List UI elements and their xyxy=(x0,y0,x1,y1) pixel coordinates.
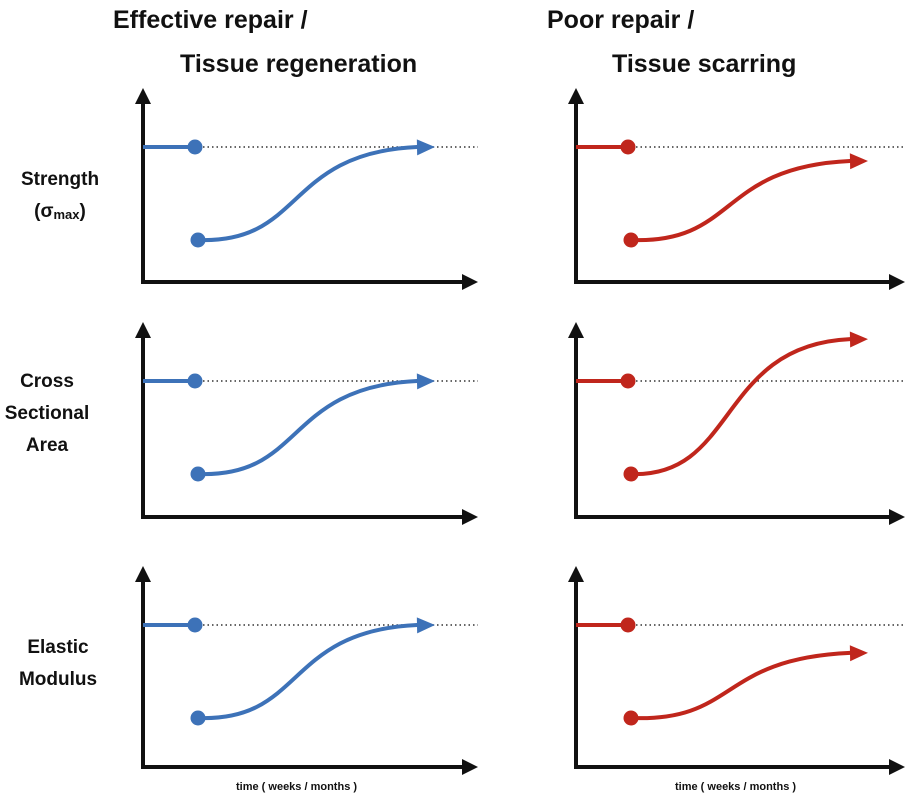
effective-row2-y-axis-arrowhead xyxy=(135,322,151,338)
poor-row3-injury-dot xyxy=(623,710,639,726)
effective-row1-recovery-curve xyxy=(196,145,419,243)
row-label-line: Cross xyxy=(20,371,74,392)
x-axis-label-effective: time ( weeks / months ) xyxy=(236,781,358,793)
poor-row2-recovery-curve xyxy=(629,337,852,477)
poor-row3-y-axis-arrowhead xyxy=(568,566,584,582)
poor-row3-baseline-dot xyxy=(620,617,636,633)
poor-row3-recovery-curve xyxy=(629,650,852,721)
effective-row3-recovery-curve xyxy=(196,623,419,721)
effective-row3-injury-dot xyxy=(190,710,206,726)
column-title-effective-line2: Tissue regeneration xyxy=(180,50,418,78)
row-label-line: Modulus xyxy=(18,669,98,690)
column-title-poor-line1: Poor repair / xyxy=(547,6,695,34)
row-label-cross-sectional-area: Cross Sectional Area xyxy=(0,366,117,462)
effective-row2-x-axis-arrowhead xyxy=(462,509,478,525)
poor-row1-injury-dot xyxy=(623,232,639,248)
effective-row3-y-axis-arrowhead xyxy=(135,566,151,582)
effective-row1-y-axis-arrowhead xyxy=(135,88,151,104)
poor-row1-recovery-arrowhead xyxy=(849,153,868,170)
effective-row2-baseline-dot xyxy=(187,373,203,389)
x-axis-label-poor: time ( weeks / months ) xyxy=(675,781,797,793)
poor-row2-baseline-dot xyxy=(620,373,636,389)
effective-row2-recovery-arrowhead xyxy=(416,373,435,390)
poor-row2-injury-dot xyxy=(623,466,639,482)
effective-row1-x-axis-arrowhead xyxy=(462,274,478,290)
row-label-line: Sectional xyxy=(4,403,90,424)
poor-row1-recovery-curve xyxy=(629,158,852,243)
poor-row2-y-axis-arrowhead xyxy=(568,322,584,338)
poor-row2-recovery-arrowhead xyxy=(849,331,868,348)
effective-row3-baseline-dot xyxy=(187,617,203,633)
poor-row2-x-axis-arrowhead xyxy=(889,509,905,525)
effective-row3-recovery-arrowhead xyxy=(416,617,435,634)
row-label-strength-symbol: (σmax) xyxy=(34,201,86,222)
row-label-line: Elastic xyxy=(27,637,89,658)
poor-row1-baseline-dot xyxy=(620,139,636,155)
poor-row3-recovery-arrowhead xyxy=(849,645,868,662)
effective-row3-x-axis-arrowhead xyxy=(462,759,478,775)
effective-row2-injury-dot xyxy=(190,466,206,482)
effective-row1-injury-dot xyxy=(190,232,206,248)
poor-row1-y-axis-arrowhead xyxy=(568,88,584,104)
column-title-poor-line2: Tissue scarring xyxy=(612,50,797,78)
effective-row2-recovery-curve xyxy=(196,379,419,477)
row-label-line: Area xyxy=(25,435,69,456)
row-label-elastic-modulus: Elastic Modulus xyxy=(0,632,128,696)
poor-row3-x-axis-arrowhead xyxy=(889,759,905,775)
column-title-effective-line1: Effective repair / xyxy=(113,6,308,34)
poor-row1-x-axis-arrowhead xyxy=(889,274,905,290)
row-label-strength: Strength (σmax) xyxy=(0,164,130,231)
effective-row1-recovery-arrowhead xyxy=(416,139,435,156)
effective-row1-baseline-dot xyxy=(187,139,203,155)
row-label-strength-text: Strength xyxy=(20,169,100,190)
